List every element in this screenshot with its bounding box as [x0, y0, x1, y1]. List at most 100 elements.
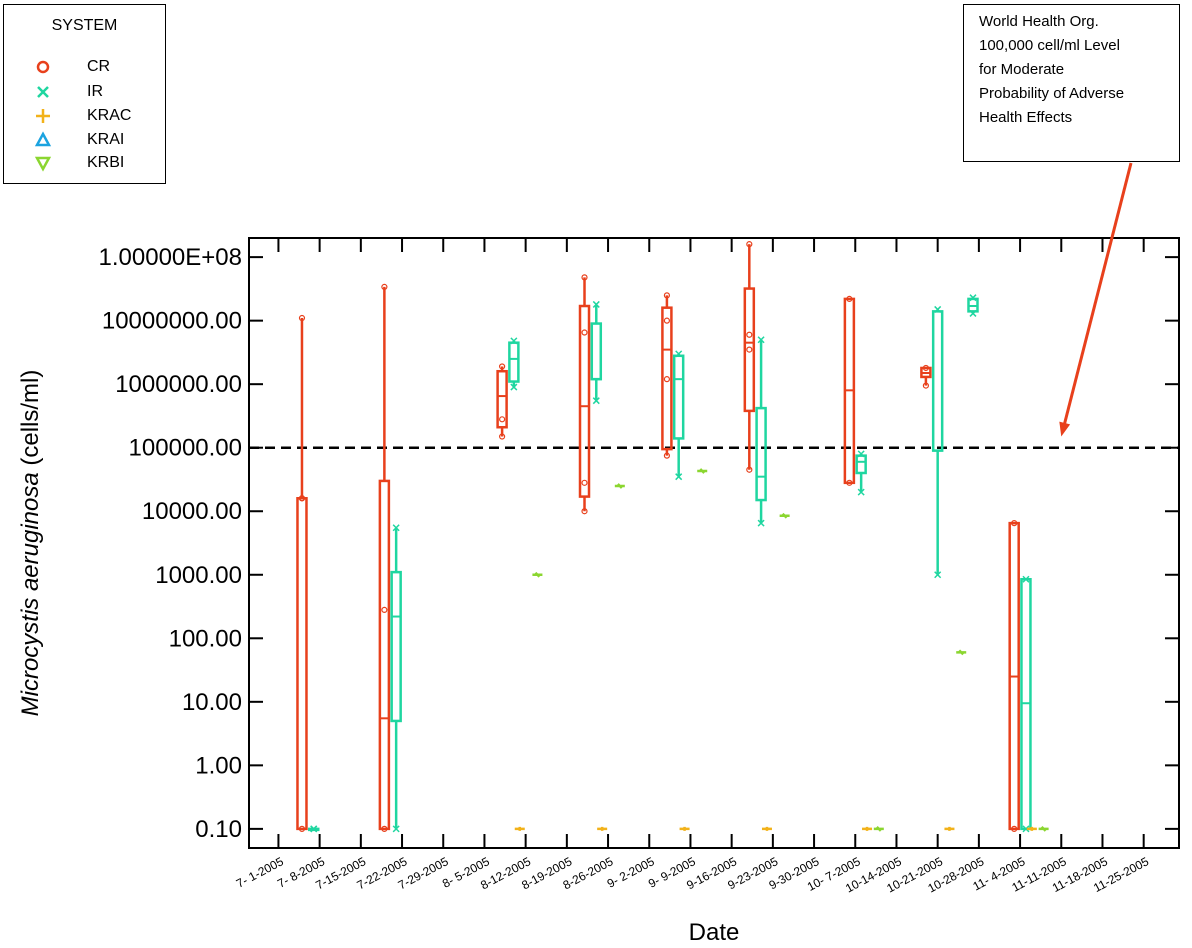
data-point: [499, 363, 506, 370]
legend-label-krbi: KRBI: [87, 154, 125, 171]
who-annotation-box: World Health Org. 100,000 cell/ml Level …: [963, 4, 1180, 162]
data-point: [846, 295, 853, 302]
data-point: [663, 292, 671, 299]
y-tick-label: 1.00000E+08: [99, 244, 242, 271]
data-point: [922, 364, 929, 372]
data-point: [581, 508, 588, 515]
data-point: [944, 826, 955, 831]
box: [390, 570, 402, 723]
data-point: [873, 825, 884, 832]
data-point: [857, 450, 865, 458]
legend-label-cr: CR: [87, 58, 111, 75]
y-tick-label: 10.00: [182, 689, 242, 716]
data-point: [679, 826, 690, 831]
data-point: [614, 483, 625, 489]
y-tick-label: 0.10: [195, 816, 242, 843]
data-point: [592, 397, 600, 405]
data-point: [969, 294, 977, 302]
data-point: [1038, 825, 1049, 832]
series-ir: [307, 294, 1032, 833]
data-point: [1011, 520, 1018, 527]
data-point: [697, 468, 708, 474]
annotation-arrow-group: [1059, 162, 1133, 437]
data-point: [381, 825, 388, 832]
series-cr: [296, 241, 1020, 832]
legend-marker-plus: [36, 109, 50, 123]
legend-marker-triangle-up: [34, 131, 52, 147]
y-tick-label: 1.00: [195, 752, 242, 779]
data-point: [862, 826, 873, 831]
data-point: [392, 524, 400, 532]
data-point: [663, 376, 671, 383]
legend-entry-krbi: KRBI: [4, 153, 165, 173]
legend-label-krai: KRAI: [87, 131, 125, 148]
series-krac: [514, 826, 1037, 831]
data-point: [956, 649, 967, 656]
legend-label-ir: IR: [87, 83, 103, 100]
data-point: [1026, 826, 1037, 831]
data-point: [663, 317, 671, 324]
data-point: [757, 336, 765, 344]
data-point: [675, 350, 683, 358]
y-axis-label-species: Microcystis aeruginosa: [17, 472, 44, 716]
box: [378, 479, 391, 831]
annotation-line: Health Effects: [979, 109, 1073, 126]
y-axis-label-units: (cells/ml): [17, 370, 44, 473]
data-point: [597, 826, 608, 831]
data-point: [1022, 575, 1030, 583]
box: [496, 369, 508, 429]
legend-title: SYSTEM: [51, 17, 118, 34]
data-point: [581, 274, 588, 281]
box: [296, 497, 308, 831]
data-point: [746, 466, 753, 473]
data-point: [846, 479, 853, 486]
data-point: [310, 825, 318, 833]
data-point: [298, 314, 306, 322]
data-point: [934, 571, 942, 579]
data-point: [761, 826, 772, 831]
legend-entry-cr: CR: [4, 57, 165, 77]
data-point: [381, 283, 388, 290]
y-axis: 0.10 1.00 10.00 100.00 1000.00 10000.00 100000…: [99, 244, 1179, 843]
data-point: [592, 300, 600, 308]
legend-marker-circle: [36, 60, 50, 74]
box: [578, 304, 591, 498]
legend: SYSTEM CR IR KRAC KRAI KRBI: [3, 4, 166, 184]
legend-marker-triangle-down: [34, 156, 52, 172]
y-tick-label: 100.00: [169, 625, 242, 652]
data-point: [1011, 825, 1018, 832]
annotation-arrow-line: [1062, 162, 1133, 428]
data-point: [499, 416, 506, 423]
legend-label-krac: KRAC: [87, 107, 132, 124]
data-point: [746, 346, 753, 353]
data-point: [381, 606, 388, 613]
y-tick-label: 10000.00: [142, 498, 242, 525]
box: [508, 341, 520, 383]
y-tick-label: 100000.00: [129, 435, 242, 462]
data-point: [779, 512, 790, 519]
y-tick-label: 10000000.00: [102, 308, 242, 335]
legend-entry-krac: KRAC: [4, 106, 165, 126]
data-point: [934, 305, 942, 313]
data-point: [969, 309, 977, 317]
data-point: [514, 826, 525, 831]
plot-frame: [248, 237, 1180, 849]
annotation-arrow-head: [1059, 421, 1071, 437]
data-point: [499, 433, 506, 440]
data-point: [392, 825, 400, 833]
box: [672, 354, 685, 440]
legend-entry-krai: KRAI: [4, 130, 165, 150]
series-group: [296, 241, 1049, 833]
data-point: [757, 519, 765, 527]
box: [755, 406, 767, 502]
annotation-line: 100,000 cell/ml Level: [979, 37, 1120, 54]
box: [661, 306, 673, 451]
data-point: [746, 331, 753, 338]
data-point: [663, 452, 671, 459]
data-point: [746, 241, 753, 248]
data-point: [298, 495, 306, 502]
annotation-line: World Health Org.: [979, 13, 1099, 30]
data-point: [581, 329, 588, 336]
box: [855, 454, 867, 475]
